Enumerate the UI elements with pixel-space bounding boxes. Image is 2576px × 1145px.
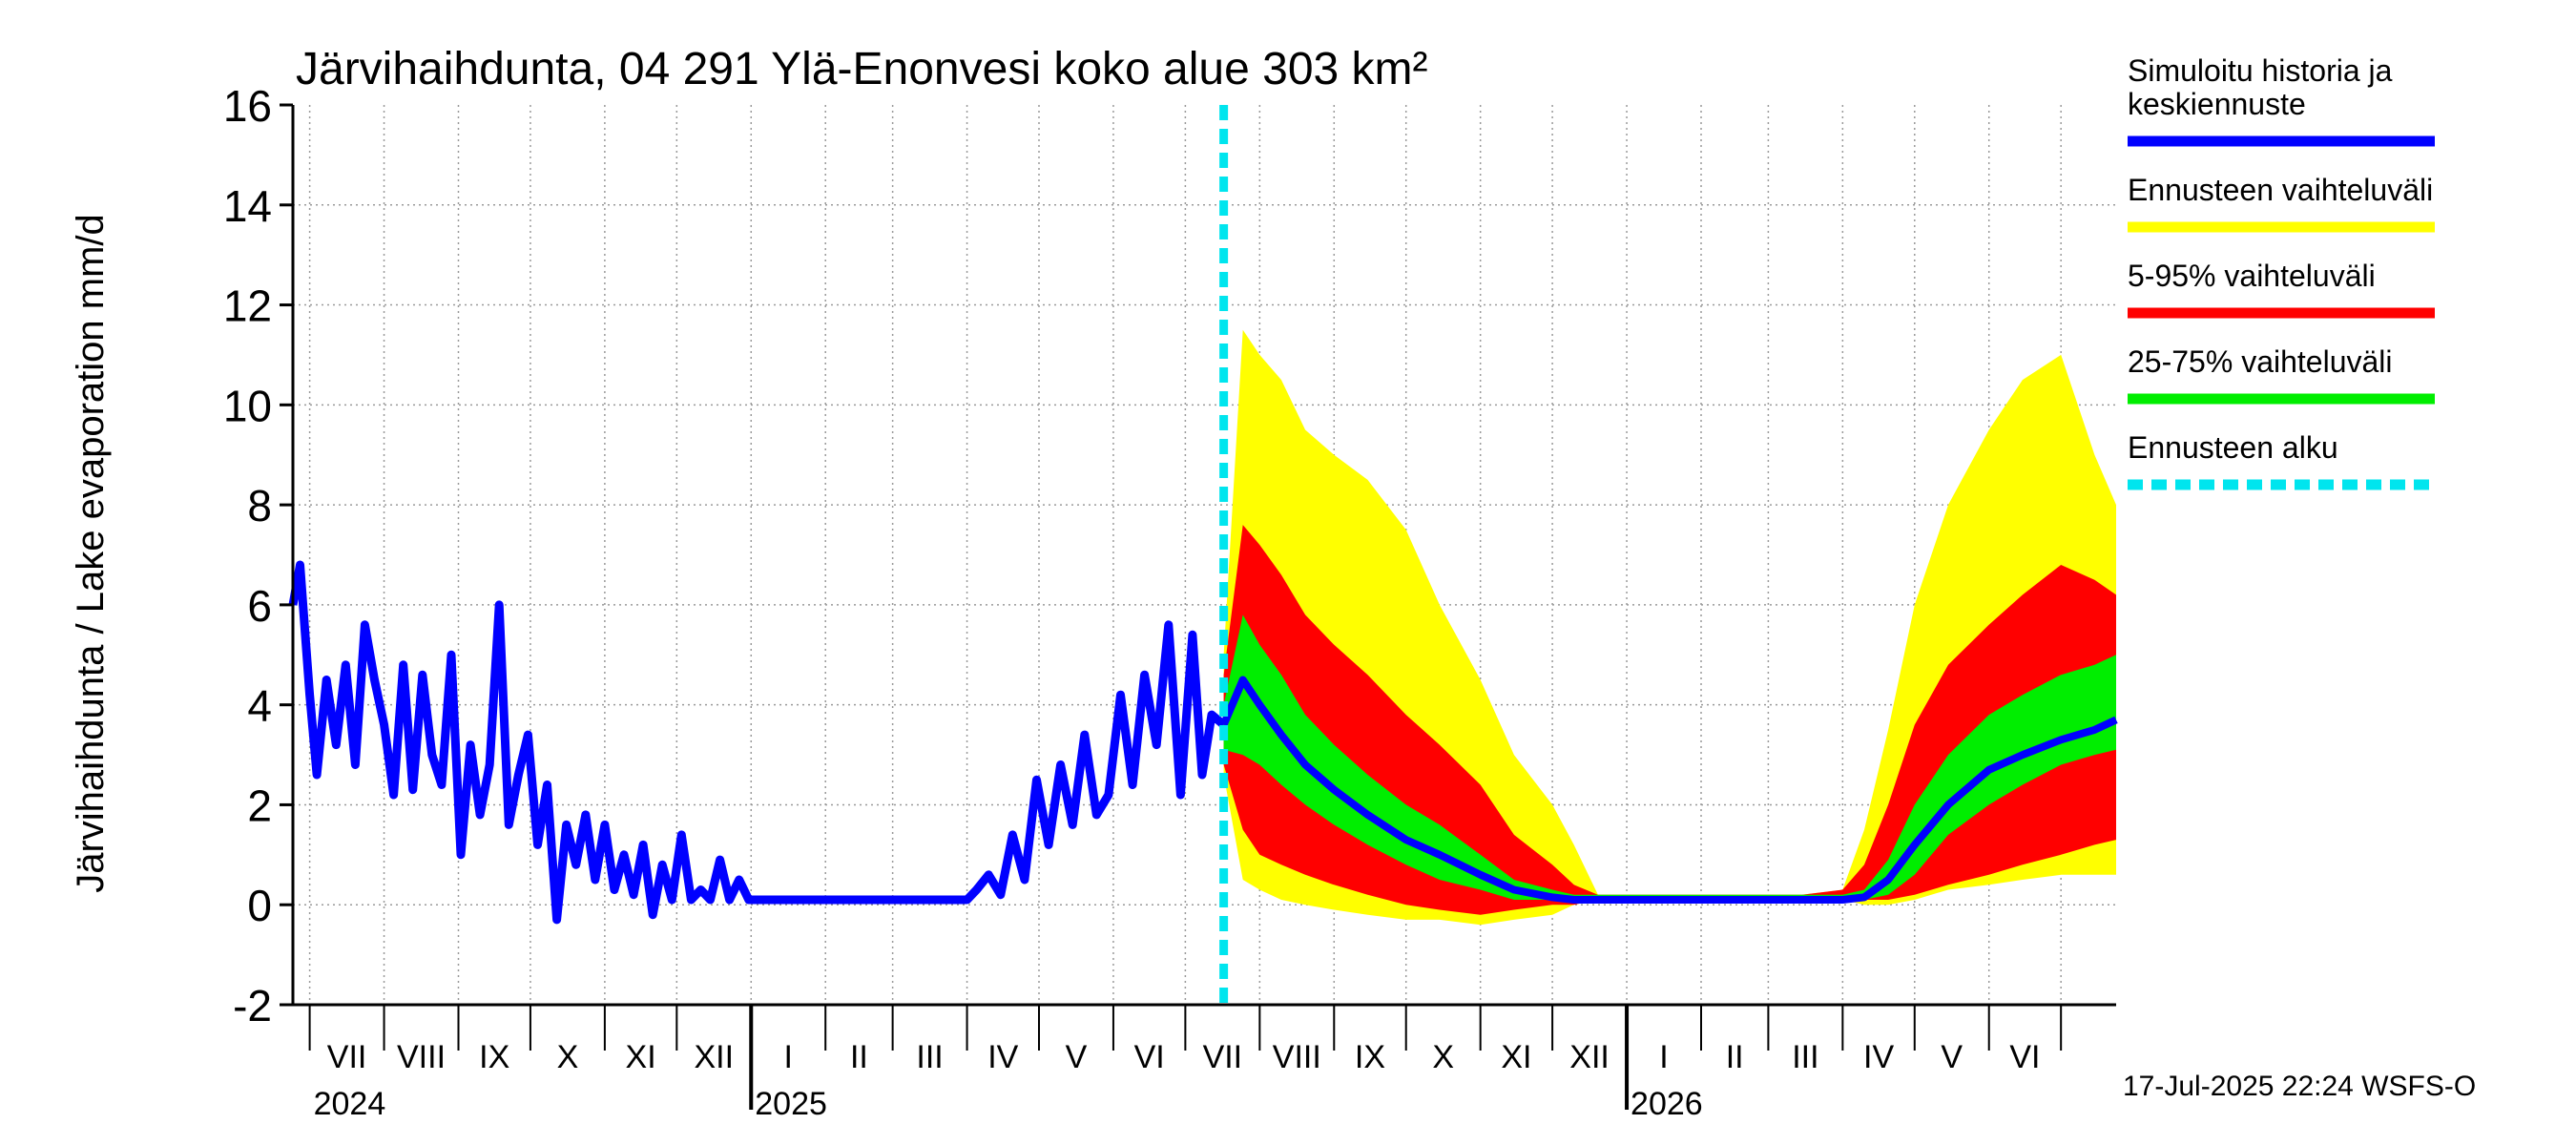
month-label: X bbox=[1432, 1039, 1454, 1075]
grid-layer bbox=[293, 105, 2116, 1005]
month-label: I bbox=[1659, 1039, 1668, 1075]
y-tick-label: 12 bbox=[223, 281, 272, 331]
legend-label: Simuloitu historia ja bbox=[2128, 53, 2393, 88]
month-label: III bbox=[916, 1039, 943, 1075]
legend-label: Ennusteen alku bbox=[2128, 430, 2338, 465]
y-tick-label: 6 bbox=[247, 581, 272, 631]
footer-timestamp: 17-Jul-2025 22:24 WSFS-O bbox=[2123, 1071, 2476, 1102]
y-tick-label: 16 bbox=[223, 81, 272, 131]
month-label: II bbox=[850, 1039, 868, 1075]
month-label: X bbox=[557, 1039, 579, 1075]
month-label: XII bbox=[695, 1039, 735, 1075]
legend-label: 25-75% vaihteluväli bbox=[2128, 344, 2393, 379]
month-label: VIII bbox=[1273, 1039, 1321, 1075]
month-label: XII bbox=[1569, 1039, 1610, 1075]
band-layer bbox=[1223, 329, 2116, 926]
month-label: IV bbox=[1863, 1039, 1894, 1075]
month-label: VII bbox=[1203, 1039, 1243, 1075]
band-5-95-vaihteluv-li bbox=[1223, 525, 2116, 915]
month-label: IX bbox=[479, 1039, 509, 1075]
month-label: III bbox=[1792, 1039, 1818, 1075]
line-layer bbox=[288, 105, 2118, 1005]
month-label: II bbox=[1726, 1039, 1744, 1075]
month-label: V bbox=[1941, 1039, 1963, 1075]
legend-label: 5-95% vaihteluväli bbox=[2128, 259, 2376, 293]
month-label: VI bbox=[2009, 1039, 2040, 1075]
legend-label: Ennusteen vaihteluväli bbox=[2128, 173, 2433, 207]
month-label: VI bbox=[1134, 1039, 1165, 1075]
y-tick-label: 0 bbox=[247, 881, 272, 930]
y-tick-label: 10 bbox=[223, 381, 272, 430]
month-label: IX bbox=[1355, 1039, 1385, 1075]
chart-title: Järvihaihdunta, 04 291 Ylä-Enonvesi koko… bbox=[296, 44, 1428, 94]
y-tick-label: 4 bbox=[247, 681, 272, 731]
month-label: I bbox=[784, 1039, 793, 1075]
year-label: 2024 bbox=[314, 1086, 386, 1122]
month-label: VIII bbox=[397, 1039, 446, 1075]
month-label: VII bbox=[327, 1039, 367, 1075]
month-label: IV bbox=[987, 1039, 1018, 1075]
year-label: 2025 bbox=[755, 1086, 827, 1122]
month-label: XI bbox=[626, 1039, 656, 1075]
y-tick-label: 8 bbox=[247, 481, 272, 531]
median-forecast-line bbox=[1219, 676, 2118, 904]
history-line bbox=[288, 560, 1227, 925]
y-tick-label: -2 bbox=[233, 981, 272, 1030]
month-label: V bbox=[1066, 1039, 1088, 1075]
year-label: 2026 bbox=[1631, 1086, 1703, 1122]
month-label: XI bbox=[1501, 1039, 1531, 1075]
y-axis-label: Järvihaihdunta / Lake evaporation mm/d bbox=[70, 214, 112, 893]
y-tick-label: 14 bbox=[223, 181, 272, 231]
y-tick-label: 2 bbox=[247, 781, 272, 830]
legend-label: keskiennuste bbox=[2128, 87, 2306, 121]
